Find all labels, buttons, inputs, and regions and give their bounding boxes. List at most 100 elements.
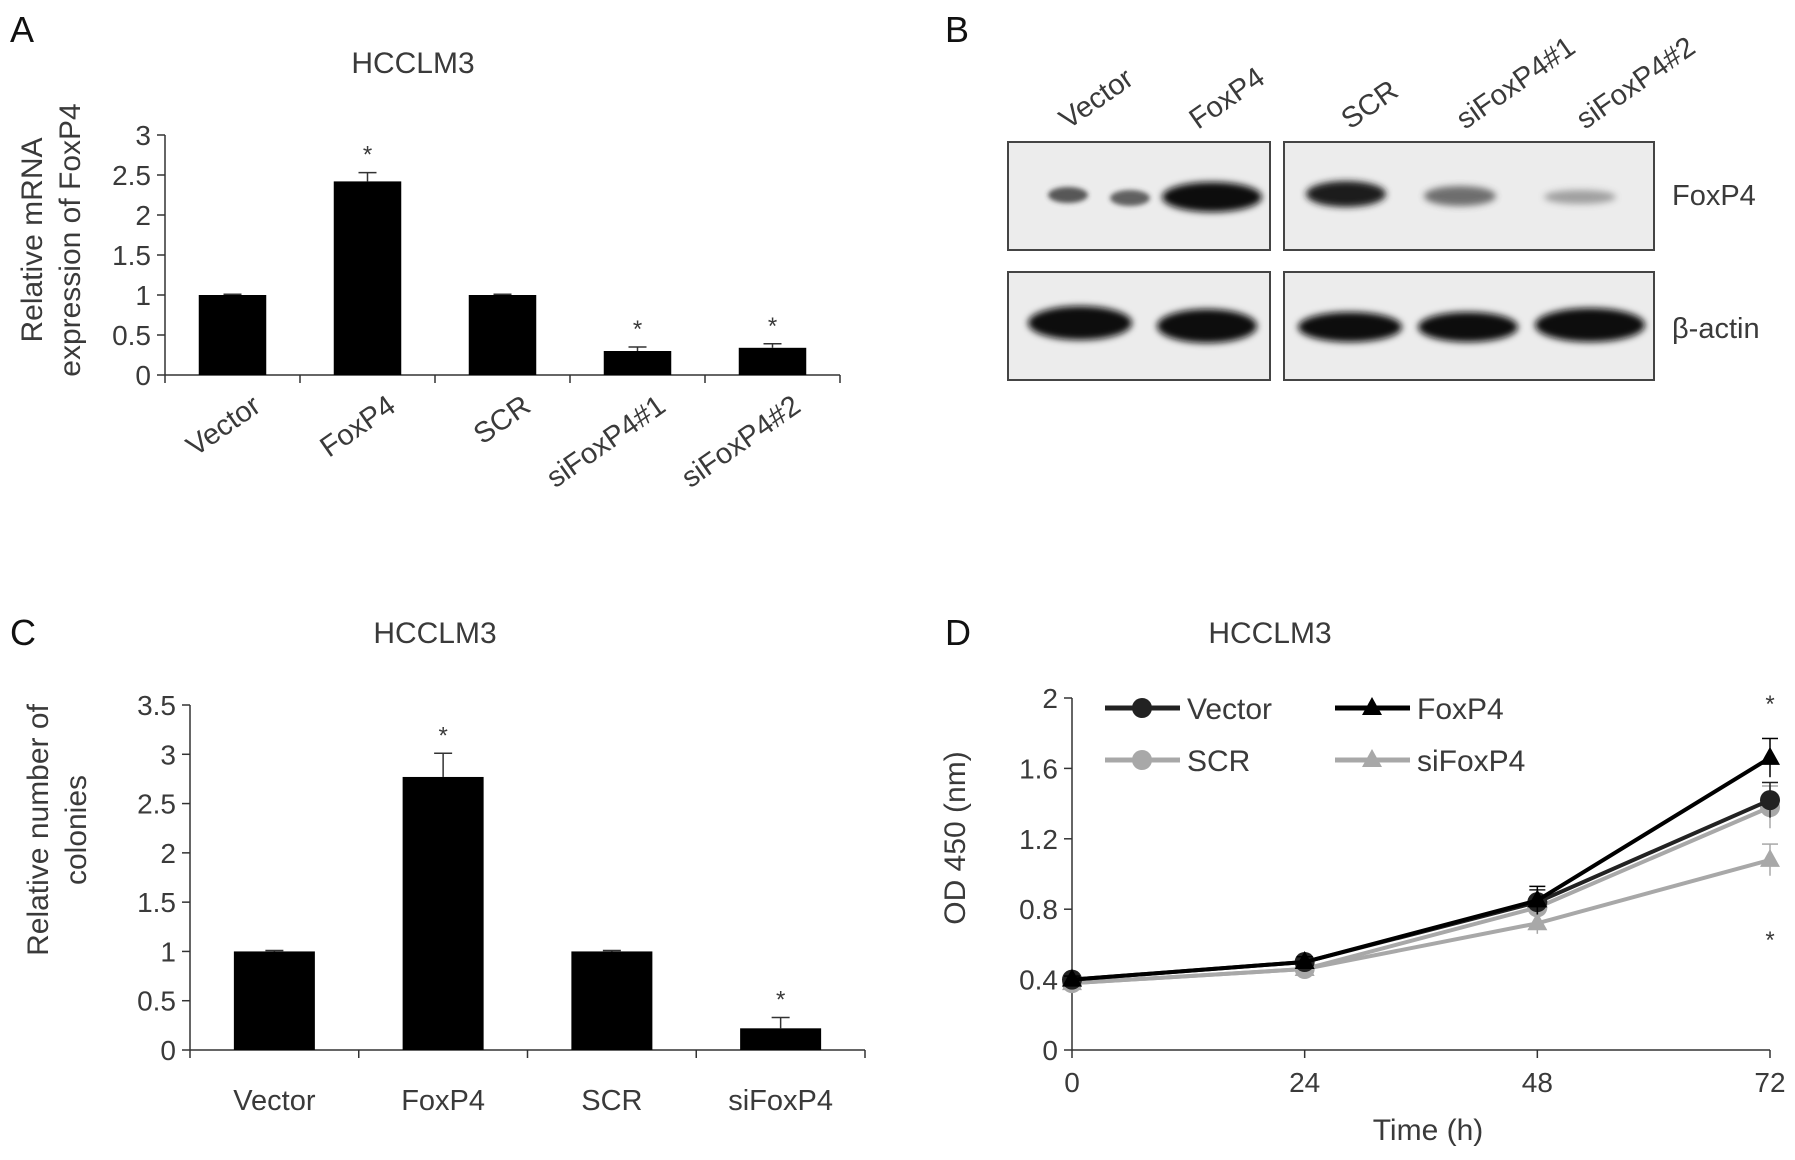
- blot-lane-label-foxp4: FoxP4: [1184, 61, 1271, 135]
- series-sifoxp4: [1062, 843, 1780, 991]
- bar-foxp4: [402, 776, 484, 1050]
- y-tick-label: 1: [135, 280, 151, 311]
- panel-label-a: A: [10, 9, 34, 50]
- y-tick-label: 2: [135, 200, 151, 231]
- y-tick-label: 0: [160, 1035, 176, 1066]
- y-tick-label: 0.5: [137, 986, 176, 1017]
- y-tick-label: 1: [160, 936, 176, 967]
- panel-c-bar-chart: HCCLM3 Relative number of colonies 0 0.5 1…: [22, 617, 866, 1117]
- data-point-circle: [1760, 790, 1780, 811]
- x-tick-label: 48: [1522, 1067, 1553, 1098]
- blot-band-foxp4-si1: [1424, 186, 1496, 206]
- blot-band-actin-si1: [1418, 312, 1518, 342]
- y-tick-label: 0: [135, 360, 151, 391]
- legend-item-scr: SCR: [1105, 745, 1250, 778]
- panel-d-line-chart: HCCLM3 OD 450 (nm) Time (h) 0 0.4 0.8 1.2 1.…: [939, 617, 1786, 1147]
- panel-d-legend: Vector FoxP4 SCR siFoxP4: [1105, 693, 1525, 778]
- panel-a-ylabel-line-2: expression of FoxP4: [54, 103, 87, 376]
- blot-band-actin-vector: [1028, 306, 1132, 340]
- significance-star: *: [363, 142, 372, 169]
- significance-star: *: [633, 316, 642, 343]
- blot-band-foxp4-si2: [1544, 190, 1616, 204]
- data-point-triangle: [1527, 912, 1548, 931]
- series-line: [1071, 756, 1772, 982]
- blot-band-foxp4-lane1a: [1048, 187, 1088, 203]
- series-foxp4: [1062, 737, 1780, 987]
- panel-d-series: **: [1062, 691, 1780, 994]
- y-tick-label: 0.4: [1019, 965, 1058, 996]
- x-category-label: SCR: [581, 1085, 642, 1117]
- panel-a-ylabel-line-1: Relative mRNA: [16, 137, 49, 342]
- significance-star: *: [768, 313, 777, 340]
- x-category-label: FoxP4: [314, 390, 401, 464]
- y-tick-label: 3: [160, 739, 176, 770]
- panel-d-axes: 0 0.4 0.8 1.2 1.6 2 0 24 48 72: [1019, 683, 1786, 1098]
- blot-band-actin-scr: [1298, 312, 1402, 342]
- bar-scr: [468, 295, 537, 375]
- panel-a-title: HCCLM3: [351, 47, 474, 80]
- data-point-triangle: [1760, 746, 1780, 765]
- data-point-circle: [1132, 698, 1152, 718]
- legend-label: SCR: [1187, 745, 1250, 778]
- data-point-triangle: [1527, 889, 1548, 908]
- legend-item-foxp4: FoxP4: [1335, 693, 1504, 726]
- data-point-triangle: [1760, 848, 1780, 867]
- bar-scr: [571, 951, 653, 1050]
- x-category-label: Vector: [233, 1085, 316, 1117]
- y-tick-label: 0.5: [112, 320, 151, 351]
- bar-foxp4: [333, 181, 402, 375]
- panel-c-ylabel-line-2: colonies: [60, 775, 93, 885]
- blot-band-foxp4-scr: [1306, 181, 1386, 207]
- y-tick-label: 3: [135, 120, 151, 151]
- significance-star-bottom: *: [1765, 927, 1774, 954]
- significance-star: *: [776, 986, 785, 1013]
- legend-item-sifoxp4: siFoxP4: [1335, 745, 1525, 778]
- data-point-triangle: [1062, 968, 1082, 987]
- bar-sifoxp4-2: [738, 347, 807, 375]
- legend-label: siFoxP4: [1417, 745, 1525, 778]
- panel-a-bar-chart: HCCLM3 Relative mRNA expression of FoxP4…: [16, 47, 841, 495]
- blot-lane-label-vector: Vector: [1054, 62, 1140, 136]
- blot-band-foxp4-lane2: [1162, 182, 1262, 212]
- bar-vector: [233, 951, 315, 1050]
- x-category-label: SCR: [468, 390, 537, 451]
- y-tick-label: 2: [160, 838, 176, 869]
- blot-lane-label-sifoxp4-2: siFoxP4#2: [1571, 31, 1702, 136]
- legend-label: Vector: [1187, 693, 1272, 726]
- y-tick-label: 0: [1042, 1035, 1058, 1066]
- y-tick-label: 2.5: [112, 160, 151, 191]
- blot-row-label-foxp4: FoxP4: [1672, 180, 1756, 212]
- y-tick-label: 2.5: [137, 789, 176, 820]
- x-tick-label: 72: [1754, 1067, 1785, 1098]
- legend-label: FoxP4: [1417, 693, 1504, 726]
- panel-label-c: C: [10, 612, 36, 653]
- x-category-label: siFoxP4: [728, 1085, 833, 1117]
- panel-b-western-blot: Vector FoxP4 SCR siFoxP4#1 siFoxP4#2 Fox…: [1007, 31, 1760, 381]
- y-tick-label: 3.5: [137, 690, 176, 721]
- significance-star-top: *: [1765, 691, 1774, 718]
- panel-c-axes: 0 0.5 1 1.5 2 2.5 3 3.5 Vector FoxP4 SCR siFoxP4: [137, 690, 866, 1117]
- legend-item-vector: Vector: [1105, 693, 1272, 726]
- panel-a-bars: * * *: [198, 142, 807, 375]
- y-tick-label: 1.5: [112, 240, 151, 271]
- bar-sifoxp4-1: [603, 351, 672, 375]
- data-point-triangle: [1362, 749, 1382, 767]
- panel-d-title: HCCLM3: [1208, 617, 1331, 650]
- panel-c-title: HCCLM3: [373, 617, 496, 650]
- series-line: [1071, 857, 1771, 986]
- bar-sifoxp4: [740, 1028, 822, 1050]
- blot-row-label-actin: β-actin: [1672, 313, 1760, 345]
- y-tick-label: 1.6: [1019, 753, 1058, 784]
- significance-star: *: [438, 722, 447, 749]
- blot-lane-label-sifoxp4-1: siFoxP4#1: [1451, 31, 1582, 136]
- x-category-label: siFoxP4#1: [541, 390, 672, 495]
- panel-c-ylabel-line-1: Relative number of: [22, 703, 55, 955]
- bar-vector: [198, 295, 267, 375]
- data-point-triangle: [1294, 951, 1315, 969]
- y-tick-label: 1.5: [137, 887, 176, 918]
- y-tick-label: 1.2: [1019, 824, 1058, 855]
- blot-lane-label-scr: SCR: [1336, 74, 1405, 135]
- panel-d-ylabel: OD 450 (nm): [939, 751, 972, 924]
- panel-d-xlabel: Time (h): [1373, 1114, 1484, 1147]
